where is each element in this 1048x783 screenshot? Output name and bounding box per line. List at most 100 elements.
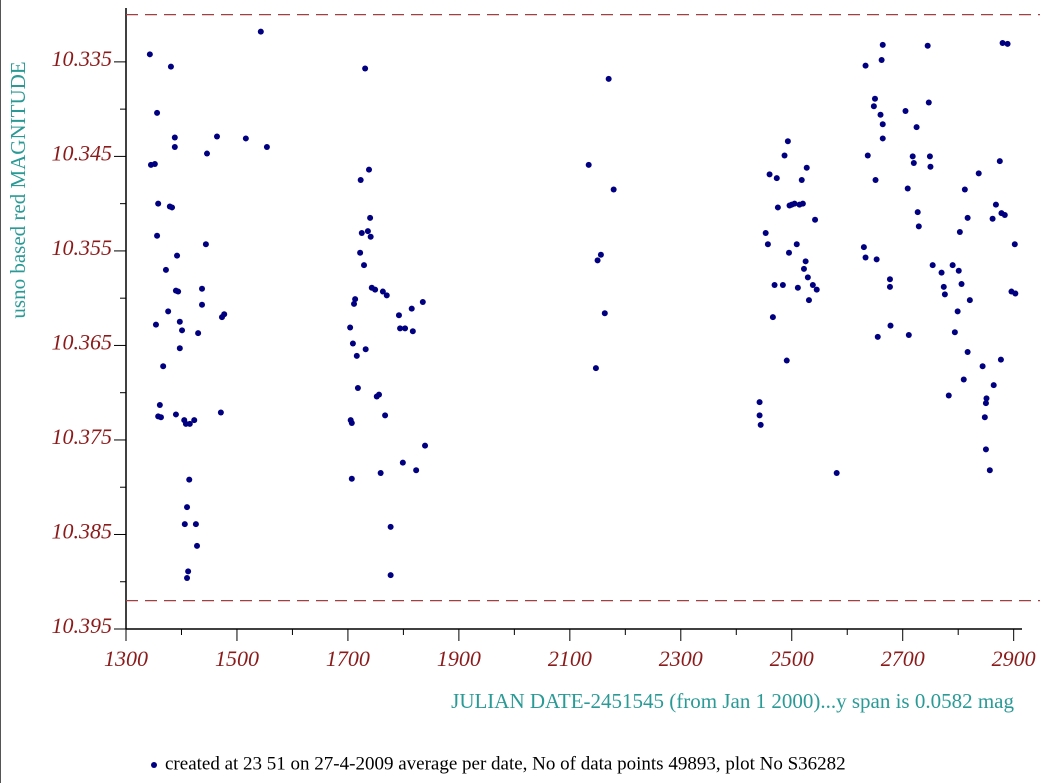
data-point xyxy=(171,134,178,141)
data-point xyxy=(377,470,384,477)
data-point xyxy=(375,391,382,398)
data-point xyxy=(874,333,881,340)
footer-note: created at 23 51 on 27-4-2009 average pe… xyxy=(165,753,846,774)
data-point xyxy=(975,170,982,177)
data-point xyxy=(179,327,186,334)
data-point xyxy=(961,186,968,193)
data-point xyxy=(409,328,416,335)
data-point xyxy=(156,401,163,408)
data-point xyxy=(812,216,819,223)
data-point xyxy=(1011,241,1018,248)
data-point xyxy=(955,267,962,274)
data-point xyxy=(877,111,884,118)
data-point xyxy=(1012,290,1019,297)
data-point xyxy=(157,414,164,421)
data-point xyxy=(165,308,172,315)
data-point xyxy=(263,143,270,150)
data-point xyxy=(402,325,409,332)
data-point xyxy=(348,419,355,426)
data-point xyxy=(860,244,867,251)
data-point xyxy=(802,258,809,265)
data-point xyxy=(982,446,989,453)
data-point xyxy=(152,321,159,328)
data-point xyxy=(913,124,920,131)
x-axis-title: JULIAN DATE-2451545 (from Jan 1 2000)...… xyxy=(451,689,1014,713)
data-point xyxy=(784,138,791,145)
data-point xyxy=(798,177,805,184)
data-point xyxy=(379,288,386,295)
data-point xyxy=(813,286,820,293)
data-point xyxy=(756,399,763,406)
data-point xyxy=(361,262,368,269)
x-tick-label: 1900 xyxy=(437,646,481,671)
data-point xyxy=(413,467,420,474)
data-point xyxy=(597,251,604,258)
data-point xyxy=(756,412,763,419)
data-point xyxy=(185,568,192,575)
data-point xyxy=(601,310,608,317)
data-point xyxy=(221,311,228,318)
data-point xyxy=(914,209,921,216)
data-point xyxy=(408,305,415,312)
y-tick-label: 10.385 xyxy=(52,519,113,544)
data-point xyxy=(181,521,188,528)
data-point xyxy=(783,357,790,364)
data-point xyxy=(348,475,355,482)
y-tick-label: 10.335 xyxy=(52,46,113,71)
data-point xyxy=(146,51,153,58)
data-point xyxy=(399,459,406,466)
data-point xyxy=(367,233,374,240)
data-point xyxy=(870,103,877,110)
y-tick-label: 10.345 xyxy=(52,140,113,165)
data-point xyxy=(184,574,191,581)
data-point xyxy=(175,288,182,295)
data-point xyxy=(938,269,945,276)
data-point xyxy=(904,185,911,192)
data-point xyxy=(964,349,971,356)
data-point xyxy=(192,521,199,528)
data-point xyxy=(871,95,878,102)
y-axis-title: usno based red MAGNITUDE xyxy=(6,61,30,318)
data-point xyxy=(364,228,371,235)
data-point xyxy=(794,284,801,291)
data-point xyxy=(878,56,885,63)
data-point xyxy=(999,39,1006,46)
x-tick-label: 2500 xyxy=(770,646,814,671)
x-tick-label: 2700 xyxy=(881,646,925,671)
data-point xyxy=(771,281,778,288)
y-tick-label: 10.395 xyxy=(52,613,113,638)
data-point xyxy=(956,229,963,236)
data-point xyxy=(799,200,806,207)
data-point xyxy=(169,204,176,211)
data-point xyxy=(781,152,788,159)
data-point xyxy=(924,42,931,49)
data-point xyxy=(372,286,379,293)
data-point xyxy=(382,412,389,419)
data-point xyxy=(352,296,359,303)
data-point xyxy=(926,153,933,160)
data-point xyxy=(862,62,869,69)
data-point xyxy=(927,163,934,170)
data-point xyxy=(387,572,394,579)
x-tick-label: 2300 xyxy=(659,646,703,671)
data-point xyxy=(217,409,224,416)
data-point xyxy=(1004,40,1011,47)
data-point xyxy=(805,297,812,304)
data-point xyxy=(585,161,592,168)
data-point xyxy=(983,395,990,402)
data-point xyxy=(171,143,178,150)
data-point xyxy=(199,285,206,292)
data-point xyxy=(186,420,193,427)
y-tick-label: 10.355 xyxy=(52,235,113,260)
data-point xyxy=(864,152,871,159)
data-point xyxy=(199,301,206,308)
data-point xyxy=(769,314,776,321)
data-point xyxy=(886,283,893,290)
data-point xyxy=(929,262,936,269)
data-point xyxy=(194,542,201,549)
data-point xyxy=(195,330,202,337)
data-point xyxy=(992,201,999,208)
data-point xyxy=(954,308,961,315)
y-tick-label: 10.375 xyxy=(52,424,113,449)
